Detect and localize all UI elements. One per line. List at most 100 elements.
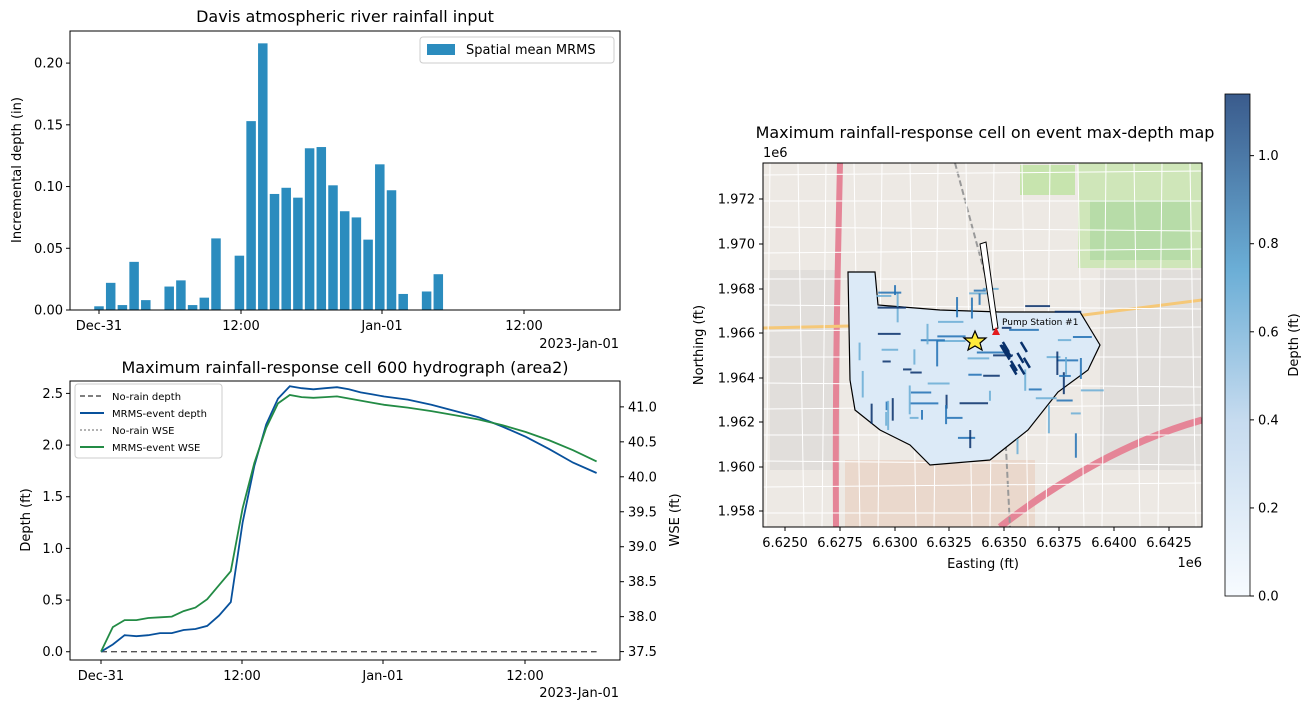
colorbar-tick-label: 0.8 (1258, 237, 1279, 252)
map-street (1133, 163, 1141, 527)
rainfall-legend-swatch (427, 44, 455, 55)
hydrograph-left-y-tick-label: 1.5 (42, 490, 63, 505)
rainfall-bar (339, 211, 350, 310)
hydrograph-x-tick-label: 12:00 (506, 669, 543, 684)
map-y-tick-label: 1.964 (718, 372, 755, 387)
flood-depth-streaks (858, 285, 1104, 458)
main-road-west (763, 324, 851, 330)
rainfall-y-tick-label: 0.15 (34, 118, 63, 133)
hydrograph-line-mrms-event-wse (100, 394, 597, 652)
rainfall-bar (187, 305, 198, 310)
rainfall-bar (386, 190, 397, 310)
map-street (1189, 163, 1197, 527)
hydrograph-title: Maximum rainfall-response cell 600 hydro… (121, 358, 568, 377)
rainfall-bar (129, 261, 139, 310)
map-y-tick-label: 1.960 (718, 461, 755, 476)
colorbar-label: Depth (ft) (1287, 313, 1302, 376)
rainfall-chart: Davis atmospheric river rainfall input 0… (10, 7, 621, 352)
map-y-label: Northing (ft) (692, 305, 707, 385)
rainfall-legend: Spatial mean MRMS (419, 36, 615, 64)
hydrograph-left-y-tick-label: 2.5 (42, 387, 63, 402)
hydrograph-right-y-tick-label: 39.5 (628, 505, 657, 520)
map-street (1157, 163, 1163, 527)
rainfall-bars (94, 43, 444, 311)
legend-label-mrms-depth: MRMS-event depth (112, 409, 207, 420)
map-x-tick-label: 6.6400 (1091, 536, 1137, 551)
map-x-tick-label: 6.6275 (817, 536, 863, 551)
map-x-ticks: 6.6250 6.6275 6.6300 6.6325 6.6350 6.6375 6.64… (762, 527, 1192, 551)
rainfall-x-ticks: Dec-31 12:00 Jan-01 12:00 (76, 310, 543, 334)
rainfall-bar (164, 286, 174, 310)
map-x-tick-label: 6.6425 (1146, 536, 1192, 551)
rainfall-bar (351, 217, 362, 310)
flood-depth-streak-deep (1017, 363, 1026, 376)
rainfall-y-tick-label: 0.20 (34, 57, 63, 72)
hydrograph-right-y-tick-label: 38.0 (628, 610, 657, 625)
legend-label-no-rain-wse: No-rain WSE (112, 426, 174, 437)
map-street (763, 226, 1202, 232)
rainfall-y-tick-label: 0.00 (34, 304, 63, 319)
rainfall-bar (246, 121, 256, 310)
max-cell-star-marker (962, 329, 988, 352)
rainfall-bar (211, 238, 221, 310)
colorbar-tick-label: 0.0 (1258, 590, 1279, 605)
hydrograph-legend: No-rain depth MRMS-event depth No-rain W… (74, 383, 223, 459)
rainfall-legend-label: Spatial mean MRMS (466, 43, 596, 58)
rainfall-bar (105, 282, 116, 310)
colorbar-tick-label: 0.6 (1258, 325, 1279, 340)
interstate-80 (997, 416, 1202, 527)
map-basemap (763, 163, 1202, 527)
hydrograph-line-mrms-event-depth (100, 385, 597, 653)
map-x-tick-label: 6.6325 (926, 536, 972, 551)
hydrograph-left-y-tick-label: 0.5 (42, 594, 63, 609)
park-north (1020, 165, 1075, 195)
hydrograph-right-y-tick-label: 41.0 (628, 400, 657, 415)
hydrograph-right-y-tick-label: 39.0 (628, 540, 657, 555)
hydrograph-y2-label: WSE (ft) (668, 493, 683, 546)
map-x-label: Easting (ft) (947, 557, 1019, 572)
flood-depth-streak-deep (1002, 346, 1012, 358)
rainfall-bar (281, 187, 291, 310)
hydrograph-left-y-ticks: 0.0 0.5 1.0 1.5 2.0 2.5 (42, 387, 70, 660)
residential-west (770, 270, 840, 470)
map-y-ticks: 1.958 1.960 1.962 1.964 1.966 1.968 1.970 1.972 (718, 193, 763, 520)
legend-label-no-rain-depth: No-rain depth (112, 392, 181, 403)
rainfall-bar (176, 280, 186, 310)
flood-depth-streak-deep (1009, 363, 1018, 376)
map-x-tick-label: 6.6350 (981, 536, 1027, 551)
hydrograph-right-y-tick-label: 38.5 (628, 575, 657, 590)
hydrograph-left-y-tick-label: 0.0 (42, 645, 63, 660)
rainfall-bar (269, 193, 280, 310)
hydrograph-right-y-tick-label: 37.5 (628, 645, 657, 660)
map-street (821, 163, 827, 527)
rainfall-bar (363, 239, 373, 310)
rainfall-bar (234, 255, 245, 310)
colorbar-ticks: 0.0 0.2 0.4 0.6 0.8 1.0 (1250, 149, 1279, 605)
hydrograph-x-tick-label: Jan-01 (361, 669, 403, 684)
rainfall-y-label: Incremental depth (in) (10, 97, 25, 243)
rainfall-x-offset: 2023-Jan-01 (539, 337, 619, 352)
rainfall-x-tick-label: Jan-01 (360, 319, 402, 334)
rainfall-bar (398, 293, 408, 310)
rainfall-bar (328, 185, 338, 310)
rainfall-bar (316, 147, 327, 310)
rainfall-bar (433, 274, 444, 310)
rainfall-x-tick-label: 12:00 (505, 319, 542, 334)
pump-station-label: Pump Station #1 (1002, 318, 1078, 328)
map-x-offset: 1e6 (1177, 556, 1202, 571)
rainfall-bar (421, 291, 432, 310)
main-road-east (1059, 298, 1202, 320)
colorbar (1224, 93, 1251, 597)
map-street (797, 163, 805, 527)
hydrograph-right-y-tick-label: 40.0 (628, 470, 657, 485)
flood-depth-streak-deep (1009, 360, 1019, 372)
rainfall-x-tick-label: 12:00 (222, 319, 259, 334)
rainfall-bar (293, 197, 303, 310)
map-y-tick-label: 1.962 (718, 416, 755, 431)
flood-depth-streak-deep (1022, 357, 1031, 369)
map-street (765, 163, 771, 527)
rainfall-bar (141, 300, 151, 310)
hydrograph-right-y-ticks: 37.5 38.0 38.5 39.0 39.5 40.0 40.5 41.0 (620, 400, 657, 660)
hydrograph-axes-frame (69, 380, 621, 661)
